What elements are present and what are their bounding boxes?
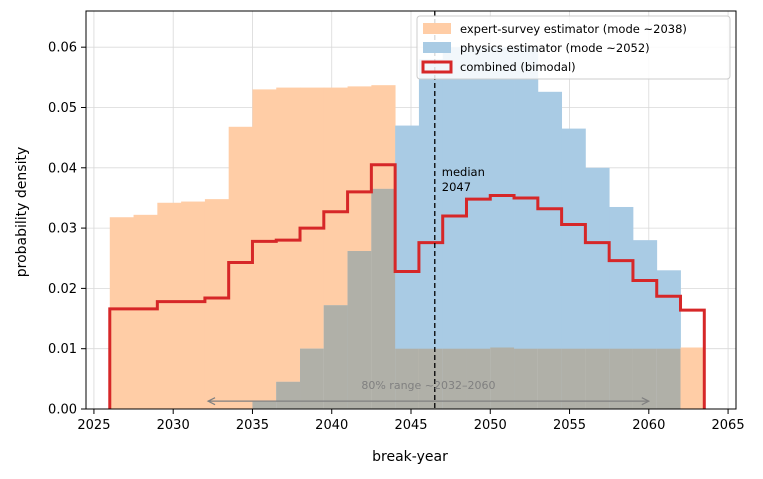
x-tick-label: 2030 [157,418,190,433]
overlap-bar [490,347,515,409]
expert-survey-bar [204,199,230,409]
overlap-bar [347,251,372,409]
x-axis-label: break-year [372,449,448,465]
x-tick-label: 2045 [394,418,427,433]
overlap-bar [656,348,681,409]
x-tick-label: 2060 [632,418,665,433]
legend-box [416,15,731,80]
overlap-bar [466,348,491,409]
y-tick-label: 0.04 [48,161,77,176]
axes: 2025 2030 2035 2040 2045 2050 2055 2060 2065 0.00… [48,10,745,433]
expert-survey-bar [181,201,206,409]
y-tick-label: 0.06 [48,41,77,56]
expert-survey-bar [228,126,253,410]
overlap-bar [323,305,348,409]
range-label: 80% range ~2032–2060 [361,379,495,392]
expert-survey-bar [157,202,182,409]
overlap-bar [514,348,539,409]
range-arrow-right-head [641,397,651,406]
expert-survey-bar [109,217,134,409]
y-tick-label: 0.05 [48,101,77,116]
overlap-bar [442,348,467,409]
overlap-bar [632,348,658,409]
overlap-bar [561,348,586,409]
expert-survey-bar [133,214,158,409]
expert-survey-bar [680,347,705,409]
median-label: median [442,165,485,179]
range-arrow-left-head [206,397,216,406]
overlap-bar [585,348,610,409]
overlap-bar [609,348,634,409]
legend-label: expert-survey estimator (mode ~2038) [460,22,687,36]
median-value: 2047 [442,180,471,194]
overlap-bar [537,348,563,409]
x-tick-label: 2050 [474,418,507,433]
x-tick-label: 2025 [77,418,110,433]
chart-legend: expert-survey estimator (mode ~2038) phys… [416,15,731,80]
x-tick-label: 2035 [236,418,269,433]
combined-step-line [108,163,706,409]
overlap-bar [395,348,420,409]
y-tick-label: 0.01 [48,342,77,357]
overlap-bar [371,188,396,409]
y-axis-label: probability density [14,147,30,277]
legend-label: combined (bimodal) [460,60,576,74]
overlap-bar [300,348,325,409]
expert-survey-bar [276,87,301,410]
overlap-bar [252,401,277,409]
x-tick-label: 2065 [712,418,745,433]
overlap-bar [276,381,301,409]
y-tick-label: 0.03 [48,222,77,237]
chart-plot-area [108,47,706,410]
legend-swatch [421,60,453,74]
expert-survey-bar [252,89,277,410]
legend-label: physics estimator (mode ~2052) [460,41,650,55]
y-tick-label: 0.00 [48,403,77,418]
x-tick-label: 2055 [553,418,586,433]
overlap-bar [418,348,444,409]
legend-swatch [423,42,451,53]
x-tick-label: 2040 [315,418,348,433]
legend-swatch [423,23,451,34]
y-tick-label: 0.02 [48,282,77,297]
